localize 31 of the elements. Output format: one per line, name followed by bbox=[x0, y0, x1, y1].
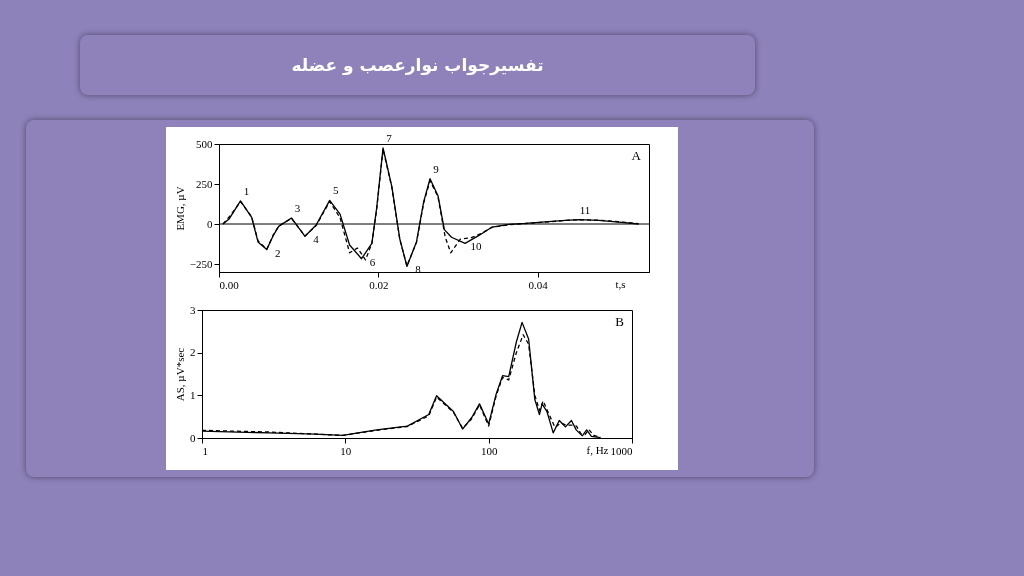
y-tick-label: 0 bbox=[190, 431, 196, 444]
chart-title: تفسیرجواب نوارعصب و عضله bbox=[80, 35, 755, 95]
x-tick-label: 1000 bbox=[610, 444, 633, 457]
x-axis-title: f, Hz bbox=[586, 443, 609, 456]
annotation: 9 bbox=[433, 162, 440, 175]
y-tick-label: 3 bbox=[190, 303, 196, 316]
x-tick-label: 10 bbox=[340, 444, 352, 457]
y-tick-label: 2 bbox=[190, 346, 196, 359]
y-axis-title: AS, µV*sec bbox=[174, 347, 186, 402]
annotation: 5 bbox=[332, 184, 339, 197]
annotation: 10 bbox=[470, 240, 483, 253]
y-tick-label: −250 bbox=[189, 257, 213, 270]
x-tick-label: 0.02 bbox=[369, 278, 389, 291]
annotation: 1 bbox=[243, 184, 250, 197]
x-tick-label: 100 bbox=[480, 444, 498, 457]
annotation: 3 bbox=[294, 201, 301, 214]
annotation: 4 bbox=[313, 233, 320, 246]
x-tick-label: 0.00 bbox=[219, 278, 240, 291]
annotation: A bbox=[631, 148, 642, 163]
y-tick-label: 1 bbox=[190, 388, 196, 401]
y-tick-label: 0 bbox=[207, 217, 213, 230]
y-axis-title: EMG, µV bbox=[173, 186, 186, 231]
annotation: 2 bbox=[275, 246, 281, 259]
x-tick-label: 0.04 bbox=[528, 278, 549, 291]
x-axis-title: t,s bbox=[615, 277, 626, 290]
y-tick-label: 250 bbox=[196, 177, 213, 190]
y-tick-label: 500 bbox=[196, 137, 213, 150]
annotation: 11 bbox=[579, 203, 591, 216]
annotation: 7 bbox=[386, 132, 393, 144]
annotation: 6 bbox=[369, 255, 376, 268]
annotation: B bbox=[615, 314, 625, 329]
